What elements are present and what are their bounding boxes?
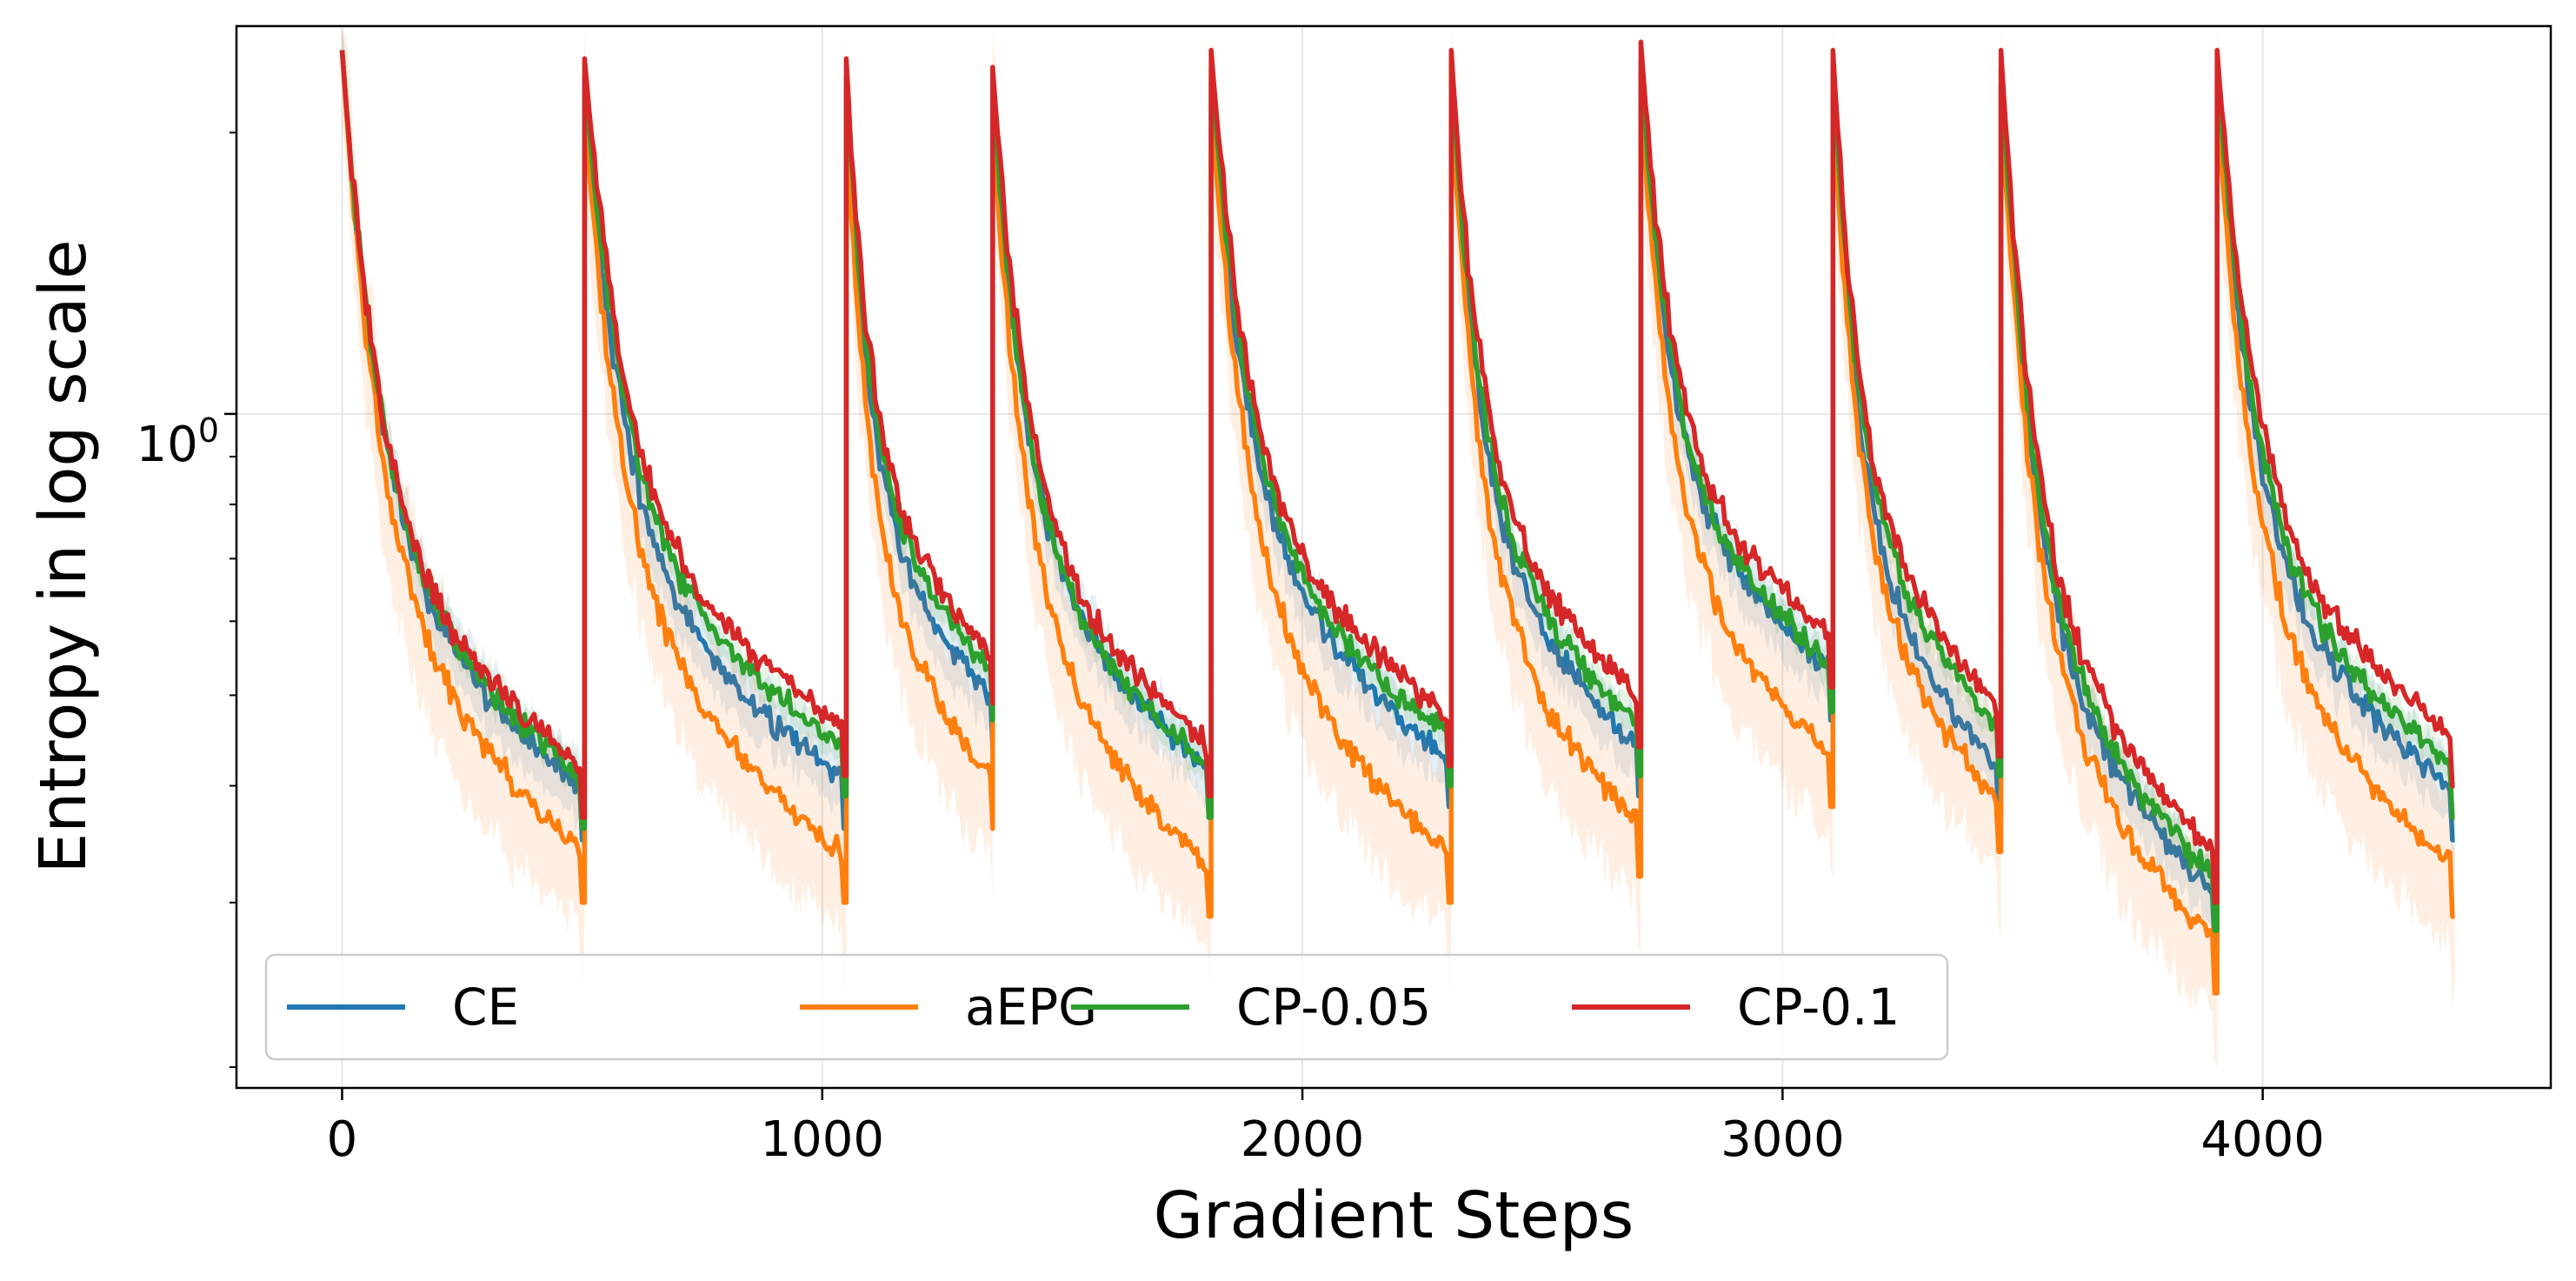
y-tick-label-exponent: 0 [198, 411, 219, 450]
legend-label-cp-0.1: CP-0.1 [1737, 977, 1900, 1037]
x-axis-label: Gradient Steps [1154, 1178, 1634, 1253]
x-tick-label: 2000 [1241, 1111, 1365, 1168]
series-layer [339, 30, 2455, 1068]
y-axis-label: Entropy in log scale [26, 239, 101, 873]
y-tick-label-base: 10 [136, 417, 198, 473]
x-tick-label: 3000 [1721, 1111, 1845, 1168]
x-tick-label: 0 [327, 1111, 358, 1168]
legend: CE aEPG CP-0.05 CP-0.1 [264, 953, 1949, 1061]
y-tick-label-major: 100 [136, 411, 219, 473]
series-line-cp-0.1 [339, 39, 2455, 905]
plot-frame [235, 24, 2553, 1090]
legend-label-ce: CE [452, 977, 519, 1037]
grid-layer [236, 26, 2551, 1088]
legend-label-cp-0.05: CP-0.05 [1236, 977, 1431, 1037]
x-tick-label: 4000 [2200, 1111, 2325, 1168]
series-band-aepg [342, 30, 2455, 1068]
x-tick-label: 1000 [761, 1111, 885, 1168]
series-line-aepg [339, 50, 2455, 996]
ticks-layer: 0 1000 2000 3000 4000 [224, 131, 2325, 1168]
